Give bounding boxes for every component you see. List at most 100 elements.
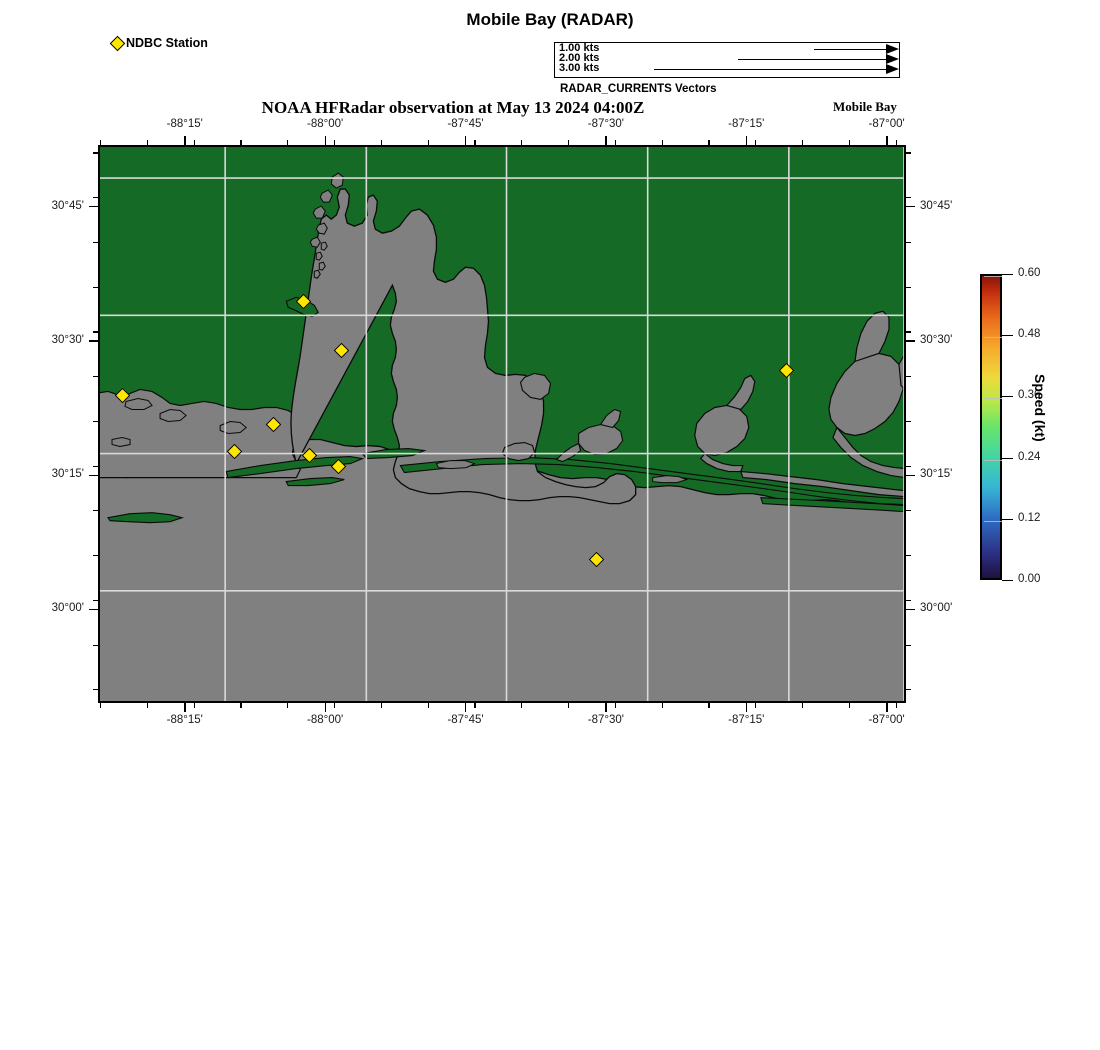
- axis-tick: [93, 465, 98, 467]
- axis-tick: [661, 140, 663, 145]
- colorbar-gradient: [980, 274, 1002, 580]
- colorbar-inner-tick: [984, 459, 1002, 461]
- station-pensacola[interactable]: [778, 362, 794, 378]
- axis-tick-label: 30°30': [51, 333, 84, 346]
- axis-tick: [802, 703, 804, 708]
- axis-tick: [474, 140, 476, 145]
- vector-key-row: 3.00 kts: [555, 62, 899, 75]
- axis-tick: [614, 703, 616, 708]
- axis-tick: [427, 140, 429, 145]
- axis-tick: [895, 703, 897, 708]
- axis-tick: [521, 140, 523, 145]
- axis-tick: [89, 340, 98, 342]
- axis-tick: [906, 286, 911, 288]
- axis-tick: [240, 703, 242, 708]
- axis-tick: [708, 140, 710, 145]
- vector-key-label: 3.00 kts: [559, 62, 600, 74]
- station-mobile-bay-mid[interactable]: [333, 342, 349, 358]
- axis-tick-label: 30°45': [920, 199, 953, 212]
- axis-tick: [886, 136, 888, 145]
- axis-tick: [661, 703, 663, 708]
- colorbar-tick: [1002, 580, 1013, 581]
- axis-tick: [146, 140, 148, 145]
- station-mobile-bay-north[interactable]: [295, 293, 311, 309]
- axis-tick: [287, 140, 289, 145]
- axis-tick: [93, 420, 98, 422]
- observation-title: NOAA HFRadar observation at May 13 2024 …: [261, 98, 645, 117]
- axis-tick: [380, 140, 382, 145]
- vector-shaft: [654, 69, 886, 70]
- axis-tick: [100, 703, 102, 708]
- station-fort-morgan[interactable]: [330, 458, 346, 474]
- axis-tick: [89, 206, 98, 208]
- axis-tick-label: -87°15': [728, 118, 765, 130]
- axis-tick-label: 30°00': [920, 602, 953, 615]
- axis-tick: [474, 703, 476, 708]
- axis-tick: [334, 703, 336, 708]
- axis-tick-label: -87°30': [587, 118, 624, 130]
- vector-key-row: 2.00 kts: [555, 52, 899, 65]
- vector-arrowhead: [886, 54, 899, 64]
- ndbc-station-legend: NDBC Station: [109, 35, 208, 51]
- station-offshore-gulf[interactable]: [588, 551, 604, 567]
- axis-tick: [906, 555, 911, 557]
- vector-key-label: 1.00 kts: [559, 42, 600, 54]
- axis-tick: [93, 644, 98, 646]
- axis-tick: [287, 703, 289, 708]
- colorbar-inner-tick: [984, 520, 1002, 522]
- axis-tick: [324, 136, 326, 145]
- axis-tick: [100, 140, 102, 145]
- map-gridlines: [100, 147, 904, 701]
- vector-key-row: 1.00 kts: [555, 42, 899, 55]
- colorbar-tick-label: 0.60: [1018, 267, 1041, 279]
- colorbar-tick: [1002, 274, 1013, 275]
- vector-key-caption: RADAR_CURRENTS Vectors: [560, 83, 717, 95]
- axis-tick: [93, 241, 98, 244]
- vector-scale-key: 1.00 kts 2.00 kts 3.00 kts: [554, 42, 900, 78]
- axis-tick: [906, 644, 911, 646]
- station-west-coast[interactable]: [114, 387, 130, 403]
- axis-tick: [745, 136, 748, 145]
- station-dauphin-island[interactable]: [301, 447, 317, 463]
- vector-arrowhead: [886, 64, 899, 74]
- axis-tick: [906, 474, 915, 476]
- station-mississippi-sound[interactable]: [226, 443, 242, 459]
- axis-tick-label: -87°00': [868, 118, 905, 130]
- map-canvas[interactable]: [98, 145, 906, 703]
- axis-tick-label: -88°15': [166, 714, 203, 726]
- colorbar-inner-tick: [984, 398, 1002, 400]
- axis-tick: [521, 703, 523, 708]
- axis-tick: [568, 140, 570, 145]
- region-label: Mobile Bay: [833, 99, 897, 114]
- axis-tick: [906, 340, 915, 342]
- axis-tick: [745, 703, 748, 712]
- axis-tick: [906, 331, 911, 333]
- axis-tick: [146, 703, 148, 708]
- axis-tick: [184, 136, 186, 145]
- axis-tick-label: 30°00': [51, 602, 84, 615]
- station-dauphin-island-n[interactable]: [265, 416, 281, 432]
- vector-arrowhead: [886, 44, 899, 54]
- axis-tick: [906, 465, 911, 467]
- axis-tick: [906, 376, 911, 378]
- axis-tick: [427, 703, 429, 708]
- axis-tick: [906, 241, 911, 244]
- axis-tick: [193, 703, 195, 708]
- colorbar-inner-tick: [984, 276, 1002, 277]
- axis-tick: [93, 689, 98, 691]
- colorbar-tick-label: 0.48: [1018, 328, 1041, 341]
- coastal-lagoons: [111, 397, 689, 484]
- axis-tick-label: -87°45': [447, 714, 484, 726]
- axis-tick: [93, 555, 98, 557]
- axis-tick: [324, 703, 326, 712]
- axis-tick-label: -87°15': [728, 714, 765, 726]
- axis-tick: [906, 206, 915, 208]
- axis-tick: [848, 140, 850, 145]
- axis-tick: [465, 136, 467, 145]
- axis-tick: [906, 608, 915, 611]
- colorbar-tick-label: 0.24: [1018, 450, 1041, 463]
- ndbc-legend-label: NDBC Station: [126, 36, 208, 50]
- axis-tick-label: 30°30': [920, 333, 953, 346]
- axis-tick-label: 30°45': [51, 199, 84, 212]
